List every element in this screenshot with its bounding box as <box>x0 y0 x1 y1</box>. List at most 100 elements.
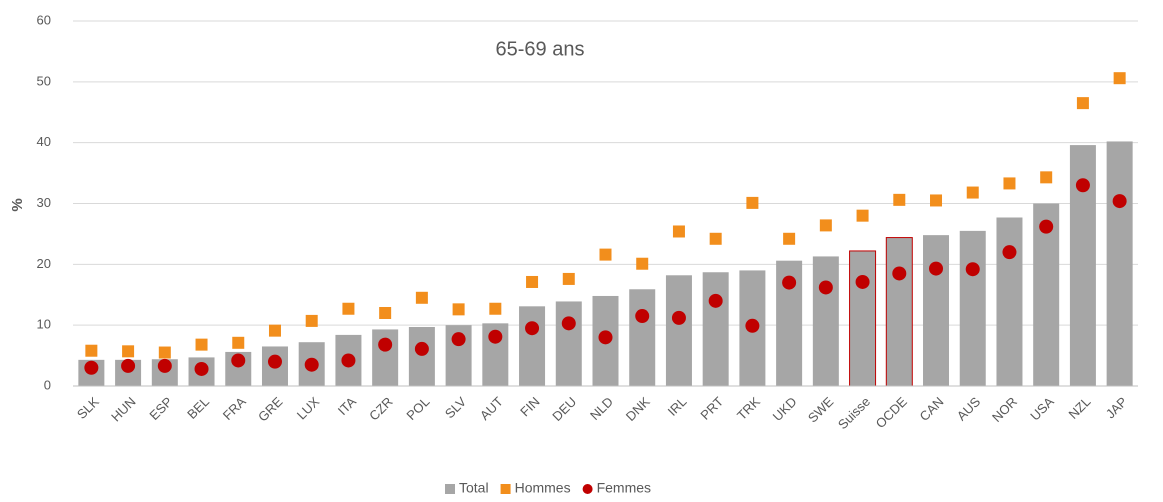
x-tick-label: ESP <box>146 394 175 423</box>
square-marker <box>342 302 355 315</box>
square-marker <box>1040 171 1053 184</box>
y-tick-label: 20 <box>37 256 51 271</box>
y-tick-label: 40 <box>37 134 51 149</box>
square-marker <box>122 345 135 358</box>
bar <box>923 235 950 386</box>
circle-marker <box>1039 219 1054 234</box>
square-marker <box>562 272 575 285</box>
square-marker <box>930 194 943 207</box>
circle-marker <box>855 274 870 289</box>
circle-marker <box>635 309 650 324</box>
y-tick-label: 60 <box>37 12 51 27</box>
x-tick-label: JAP <box>1103 394 1130 421</box>
circle-marker <box>157 358 172 373</box>
circle-marker <box>745 318 760 333</box>
x-tick-label: DNK <box>623 394 653 424</box>
x-tick-label: AUT <box>477 394 506 423</box>
chart-title: 65-69 ans <box>496 38 585 60</box>
x-tick-label: HUN <box>108 394 139 425</box>
circle-marker <box>561 316 576 331</box>
bar <box>555 301 582 386</box>
x-tick-label: PRT <box>697 394 726 423</box>
bar <box>519 306 546 386</box>
x-tick-label: GRE <box>255 394 286 425</box>
bar <box>665 275 692 386</box>
circle-marker <box>378 337 393 352</box>
circle-marker <box>525 321 540 336</box>
x-tick-label: OCDE <box>873 394 910 431</box>
circle-marker <box>121 358 136 373</box>
square-marker <box>709 232 722 245</box>
x-tick-label: CAN <box>917 394 947 424</box>
circle-marker <box>488 329 503 344</box>
bar <box>1106 141 1133 386</box>
square-marker <box>305 314 318 327</box>
square-marker <box>783 232 796 245</box>
square-marker <box>893 193 906 206</box>
square-marker <box>636 257 649 270</box>
square-marker <box>85 344 98 357</box>
square-marker <box>195 338 208 351</box>
square-marker <box>415 291 428 304</box>
square-marker <box>1113 72 1126 85</box>
circle-marker <box>414 341 429 356</box>
circle-marker <box>818 280 833 295</box>
circle-marker <box>1002 245 1017 260</box>
legend-label: Femmes <box>597 480 651 496</box>
square-marker <box>452 303 465 316</box>
circle-marker <box>1112 194 1127 209</box>
circle-marker <box>451 332 466 347</box>
x-tick-label: Suisse <box>835 394 873 432</box>
square-marker <box>819 219 832 232</box>
x-tick-label: FIN <box>517 394 542 419</box>
x-tick-label: BEL <box>184 394 212 422</box>
x-tick-label: POL <box>403 394 432 423</box>
x-tick-label: FRA <box>220 394 249 423</box>
circle-marker <box>892 266 907 281</box>
circle-marker <box>929 261 944 276</box>
square-marker <box>489 302 502 315</box>
bar <box>996 217 1023 386</box>
y-tick-label: 30 <box>37 195 51 210</box>
x-tick-label: LUX <box>294 394 323 423</box>
circle-marker <box>84 360 99 375</box>
circle-marker <box>708 293 723 308</box>
circle-marker <box>965 262 980 277</box>
circle-marker <box>1075 178 1090 193</box>
legend-label: Total <box>459 480 489 496</box>
x-tick-label: DEU <box>549 394 579 424</box>
bar <box>885 237 913 387</box>
x-tick-label: TRK <box>734 394 763 423</box>
x-tick-label: USA <box>1027 394 1057 424</box>
x-tick-label: NLD <box>587 394 616 423</box>
circle-marker <box>267 354 282 369</box>
circle-marker <box>231 353 246 368</box>
circle-marker <box>194 361 209 376</box>
square-marker <box>158 346 171 359</box>
y-tick-label: 0 <box>44 377 51 392</box>
circle-marker <box>304 357 319 372</box>
square-marker <box>599 248 612 261</box>
legend-swatch <box>500 484 511 494</box>
square-marker <box>966 186 979 199</box>
y-tick-label: 10 <box>37 317 51 332</box>
circle-marker <box>598 330 613 345</box>
x-tick-label: ITA <box>335 394 359 418</box>
x-tick-label: AUS <box>954 394 984 424</box>
circle-marker <box>782 275 797 290</box>
x-tick-label: UKD <box>770 394 800 424</box>
x-tick-label: SLK <box>74 394 102 422</box>
legend-label: Hommes <box>515 480 571 496</box>
x-tick-label: SWE <box>805 394 837 426</box>
bar <box>812 256 839 386</box>
x-tick-label: SLV <box>442 394 470 422</box>
x-tick-label: CZR <box>366 394 395 423</box>
square-marker <box>746 196 759 209</box>
square-marker <box>526 275 539 288</box>
legend-swatch <box>445 484 455 494</box>
bar <box>1033 203 1060 386</box>
bar <box>629 289 656 386</box>
square-marker <box>1076 97 1089 110</box>
bar <box>408 326 435 386</box>
